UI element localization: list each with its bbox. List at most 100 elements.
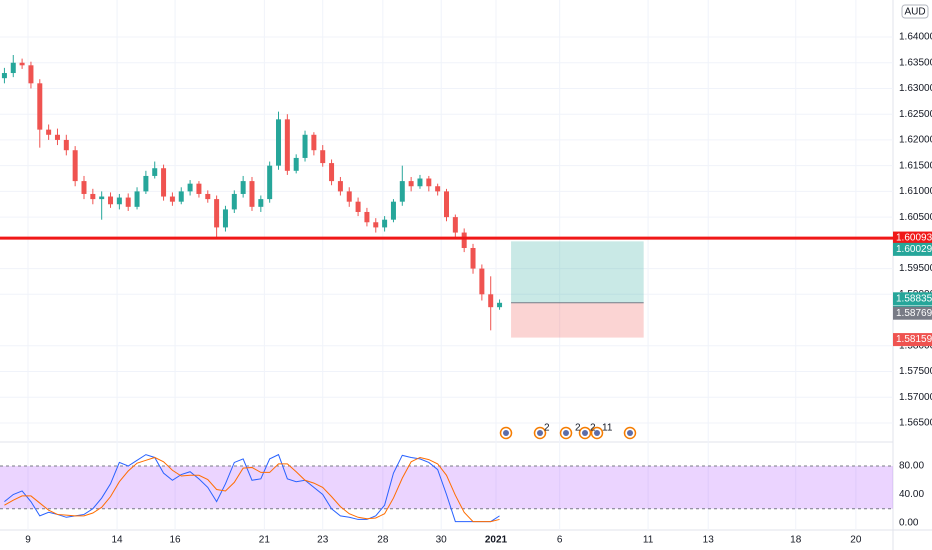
candle-body [337, 181, 343, 192]
x-tick-label: 30 [436, 535, 448, 546]
candle-body [479, 268, 485, 295]
y-tick-label: 1.60500 [899, 212, 932, 223]
candle-body [355, 201, 361, 212]
candle-body [81, 181, 87, 194]
candle-body [497, 302, 503, 308]
candle-body [382, 219, 388, 228]
candle-body [10, 62, 16, 74]
candle-body [161, 168, 167, 197]
candle-body [426, 178, 432, 187]
candle-body [267, 165, 273, 200]
event-dot [582, 430, 588, 436]
candle-body [37, 83, 43, 130]
candle-body [108, 196, 114, 205]
oscillator-band [0, 466, 893, 509]
x-tick-label: 14 [112, 535, 124, 546]
candle-body [152, 168, 158, 176]
x-tick-label: 13 [703, 535, 715, 546]
candle-body [444, 191, 449, 218]
candle-body [240, 181, 246, 194]
candle-body [373, 222, 379, 228]
entry-label: 1.58835 [896, 293, 932, 304]
x-tick-label: 23 [317, 535, 329, 546]
candle-body [488, 294, 494, 308]
oscillator-line [4, 456, 500, 523]
event-count: 11 [602, 423, 613, 434]
x-tick-label: 9 [25, 535, 31, 546]
candle-body [408, 181, 414, 187]
candle-body [90, 193, 96, 200]
candle-body [329, 163, 335, 182]
loss-zone [511, 302, 644, 338]
profit-zone [511, 241, 644, 303]
y-tick-label: 1.57500 [899, 366, 932, 377]
oscillator-tick-label: 80.00 [899, 461, 924, 472]
candle-body [1, 73, 7, 79]
candle-body [231, 193, 237, 210]
level-label-bg [893, 231, 932, 245]
target-label: 1.60029 [896, 244, 932, 255]
candle-body [399, 181, 405, 202]
stop-label: 1.58159 [896, 334, 932, 345]
candle-body [169, 196, 175, 202]
candle-body [196, 183, 202, 194]
candle-body [125, 197, 131, 207]
y-tick-label: 1.62500 [899, 109, 932, 120]
event-dot [563, 430, 569, 436]
y-tick-label: 1.57000 [899, 392, 932, 403]
level-label: 1.60093 [896, 233, 932, 244]
y-tick-label: 1.62000 [899, 135, 932, 146]
y-tick-label: 1.61500 [899, 160, 932, 171]
x-tick-label: 20 [850, 535, 862, 546]
candle-body [390, 201, 396, 220]
x-tick-label: 11 [643, 535, 654, 546]
candle-body [28, 65, 34, 84]
x-tick-label: 6 [557, 535, 563, 546]
x-tick-label: 18 [790, 535, 802, 546]
candle-body [178, 191, 184, 202]
candle-body [19, 62, 25, 66]
x-tick-label: 2021 [485, 535, 508, 546]
event-dot [594, 430, 600, 436]
candle-body [54, 134, 60, 140]
oscillator-tick-label: 0.00 [899, 518, 919, 529]
event-count: 2 [575, 423, 581, 434]
candle-body [249, 181, 255, 207]
candle-body [222, 209, 228, 228]
candle-body [214, 199, 220, 228]
candle-body [143, 175, 149, 192]
y-tick-label: 1.61000 [899, 186, 932, 197]
x-tick-label: 28 [377, 535, 389, 546]
candle-body [435, 186, 441, 192]
currency: AUD [904, 7, 925, 18]
candle-body [116, 197, 122, 205]
y-tick-label: 1.63000 [899, 83, 932, 94]
candle-body [72, 150, 78, 182]
candle-body [205, 193, 211, 200]
x-tick-label: 21 [259, 535, 271, 546]
x-tick-label: 16 [170, 535, 182, 546]
candle-body [284, 119, 290, 171]
event-dot [503, 430, 509, 436]
y-tick-label: 1.56500 [899, 418, 932, 429]
candle-body [46, 129, 52, 135]
event-count: 2 [590, 423, 596, 434]
candle-body [276, 119, 282, 166]
candle-body [364, 211, 370, 223]
y-tick-label: 1.59500 [899, 263, 932, 274]
candle-body [320, 150, 326, 164]
candle-body [134, 191, 140, 207]
entry-label-bg [893, 292, 932, 306]
target-label-bg [893, 242, 932, 256]
event-count: 2 [544, 423, 550, 434]
candle-body [311, 134, 317, 151]
candle-body [461, 232, 467, 248]
candle-body [293, 157, 299, 171]
candle-body [63, 139, 69, 151]
bid-label-bg [893, 306, 932, 320]
currency-box[interactable] [901, 4, 929, 19]
bid-label: 1.58769 [896, 308, 932, 319]
stop-label-bg [893, 333, 932, 347]
